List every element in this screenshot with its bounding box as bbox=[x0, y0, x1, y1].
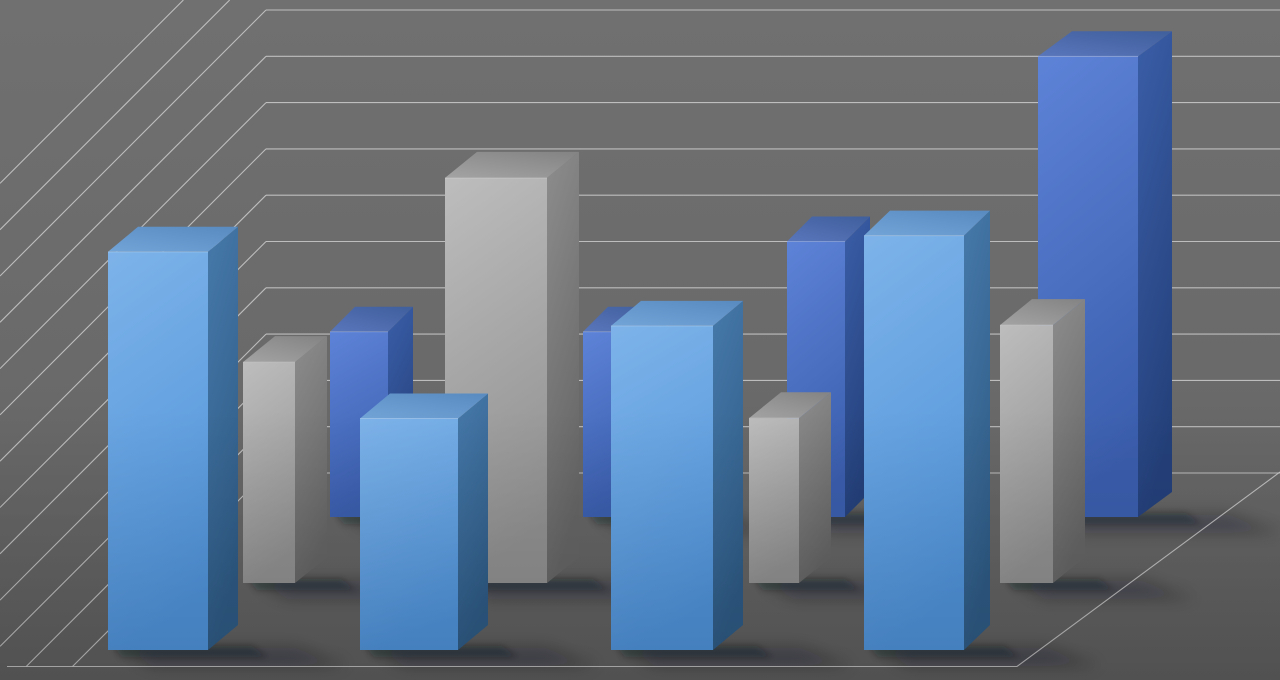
bar-side-face bbox=[295, 336, 327, 583]
bar-side-face bbox=[208, 226, 238, 651]
bar-side-face bbox=[964, 210, 990, 650]
bar-front-face bbox=[243, 362, 295, 583]
bar-front-face bbox=[611, 325, 713, 650]
bar-side-face bbox=[1138, 31, 1172, 518]
bar-middle-1 bbox=[243, 336, 327, 583]
bar-middle-3 bbox=[749, 392, 831, 583]
bar-front-4 bbox=[864, 210, 990, 650]
bar-front-face bbox=[1000, 325, 1053, 583]
bar-side-face bbox=[1053, 299, 1085, 583]
bar-side-face bbox=[713, 300, 743, 650]
bar-front-face bbox=[360, 418, 458, 650]
bar-side-face bbox=[547, 151, 579, 583]
bar-front-face bbox=[864, 235, 964, 650]
bar-middle-4 bbox=[1000, 299, 1085, 583]
bar-side-face bbox=[458, 393, 488, 650]
bar-front-3 bbox=[611, 300, 743, 650]
bar-front-1 bbox=[108, 226, 238, 651]
bar-front-face bbox=[108, 251, 208, 651]
bar-front-2 bbox=[360, 393, 488, 650]
bar-side-face bbox=[799, 392, 831, 583]
bar-front-face bbox=[749, 418, 799, 583]
